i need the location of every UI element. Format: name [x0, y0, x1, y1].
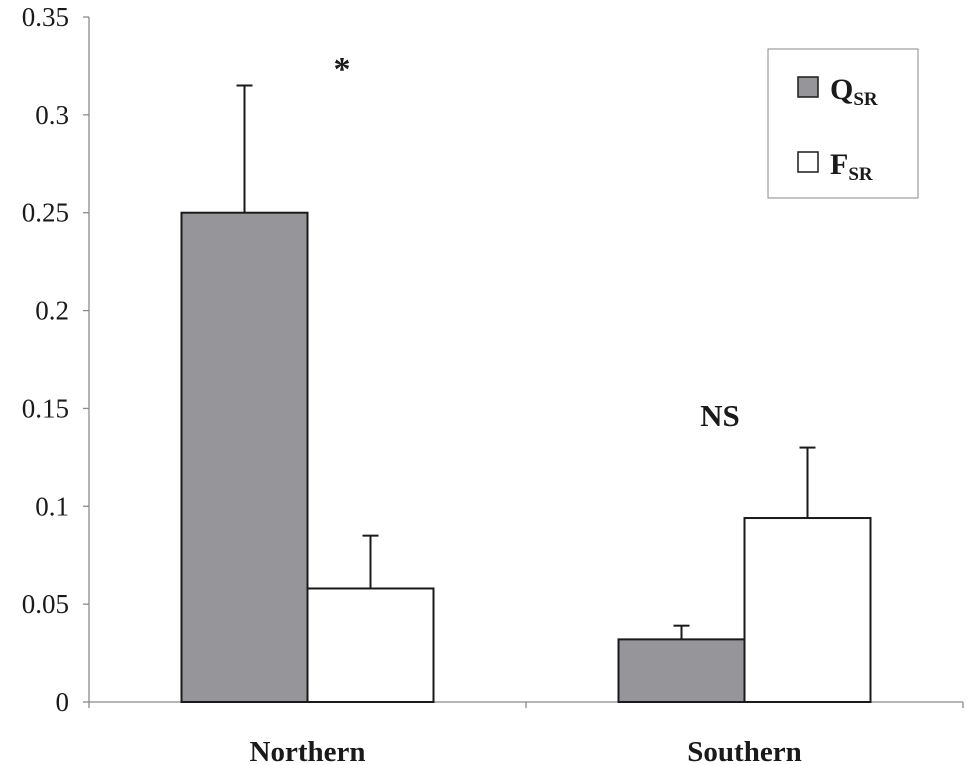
y-tick-label-3: 0.15 — [22, 393, 69, 423]
legend-label-q-sr-main: Q — [830, 73, 853, 106]
x-category-label-northern: Northern — [250, 736, 366, 765]
y-tick-label-0: 0 — [56, 687, 70, 717]
significance-annotation-northern: * — [334, 51, 351, 88]
legend-swatch-q-sr — [797, 76, 819, 98]
y-tick-labels: 0 0.05 0.1 0.15 0.2 0.25 0.3 0.35 — [22, 2, 69, 717]
y-tick-label-4: 0.2 — [35, 296, 69, 326]
y-tick-label-1: 0.05 — [22, 589, 69, 619]
legend: QSR FSR — [767, 48, 919, 199]
bar-northern-qsr — [180, 211, 309, 703]
bar-southern-fsr — [743, 517, 872, 703]
x-category-label-southern: Southern — [687, 736, 801, 765]
significance-annotation-southern: NS — [700, 398, 740, 433]
legend-label-f-sr: FSR — [830, 148, 873, 185]
legend-label-f-sr-subscript: SR — [848, 164, 873, 185]
x-category-labels: Northern Southern — [250, 736, 802, 765]
bar-northern-fsr — [306, 587, 435, 703]
legend-label-q-sr: QSR — [830, 73, 878, 110]
legend-label-q-sr-subscript: SR — [853, 89, 878, 110]
y-tick-label-6: 0.3 — [35, 100, 69, 130]
y-tick-label-5: 0.25 — [22, 198, 69, 228]
y-tick-label-7: 0.35 — [22, 2, 69, 32]
legend-label-f-sr-main: F — [830, 148, 848, 181]
legend-box — [767, 48, 919, 199]
bar-southern-qsr — [617, 638, 746, 703]
y-tick-label-2: 0.1 — [35, 491, 69, 521]
legend-swatch-f-sr — [797, 151, 819, 173]
bars — [180, 84, 872, 703]
